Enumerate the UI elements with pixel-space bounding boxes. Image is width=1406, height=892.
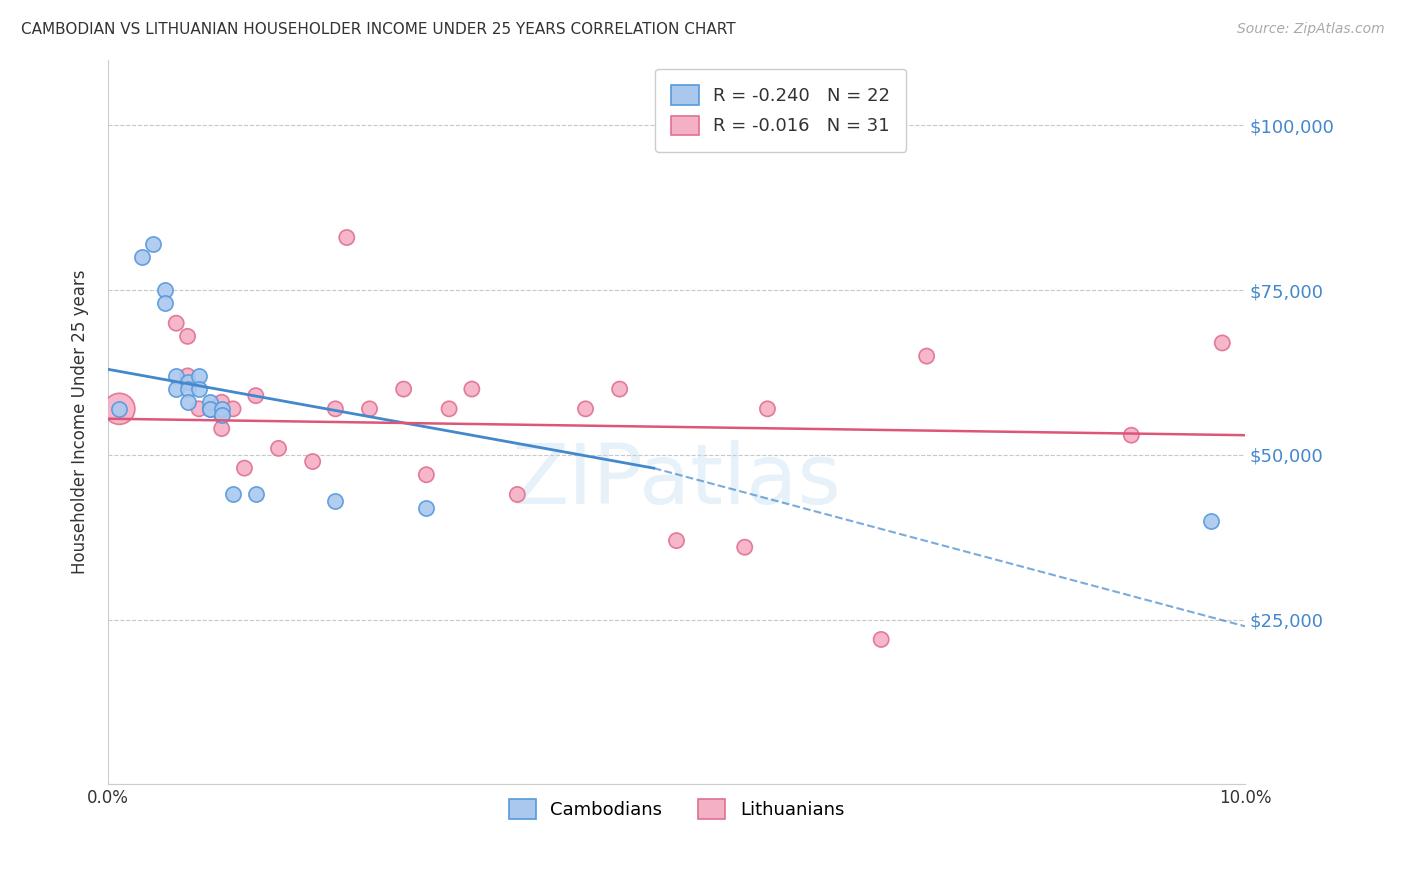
Point	[108, 401, 131, 416]
Point	[325, 494, 347, 508]
Point	[176, 329, 198, 343]
Point	[915, 349, 938, 363]
Y-axis label: Householder Income Under 25 years: Householder Income Under 25 years	[72, 269, 89, 574]
Point	[165, 382, 187, 396]
Point	[188, 382, 211, 396]
Point	[665, 533, 688, 548]
Point	[176, 368, 198, 383]
Point	[200, 395, 222, 409]
Point	[222, 401, 245, 416]
Point	[211, 395, 233, 409]
Point	[336, 230, 359, 244]
Point	[415, 467, 437, 482]
Point	[245, 389, 267, 403]
Point	[461, 382, 484, 396]
Legend: Cambodians, Lithuanians: Cambodians, Lithuanians	[502, 792, 852, 826]
Point	[222, 487, 245, 501]
Point	[176, 382, 198, 396]
Point	[211, 401, 233, 416]
Point	[609, 382, 631, 396]
Point	[211, 409, 233, 423]
Text: CAMBODIAN VS LITHUANIAN HOUSEHOLDER INCOME UNDER 25 YEARS CORRELATION CHART: CAMBODIAN VS LITHUANIAN HOUSEHOLDER INCO…	[21, 22, 735, 37]
Point	[301, 454, 323, 468]
Point	[131, 250, 153, 264]
Point	[245, 487, 267, 501]
Point	[188, 401, 211, 416]
Point	[233, 461, 256, 475]
Point	[165, 316, 187, 330]
Point	[176, 376, 198, 390]
Point	[188, 368, 211, 383]
Point	[200, 401, 222, 416]
Point	[153, 296, 176, 310]
Point	[1121, 428, 1143, 442]
Point	[1211, 335, 1233, 350]
Point	[200, 401, 222, 416]
Point	[211, 421, 233, 435]
Point	[574, 401, 596, 416]
Point	[756, 401, 779, 416]
Point	[153, 283, 176, 297]
Point	[359, 401, 381, 416]
Text: ZIPatlas: ZIPatlas	[512, 440, 841, 521]
Point	[165, 368, 187, 383]
Point	[734, 540, 756, 554]
Point	[267, 442, 290, 456]
Point	[392, 382, 415, 396]
Point	[211, 409, 233, 423]
Text: Source: ZipAtlas.com: Source: ZipAtlas.com	[1237, 22, 1385, 37]
Point	[200, 401, 222, 416]
Point	[108, 401, 131, 416]
Point	[325, 401, 347, 416]
Point	[176, 395, 198, 409]
Point	[870, 632, 893, 647]
Point	[506, 487, 529, 501]
Point	[142, 237, 165, 252]
Point	[415, 500, 437, 515]
Point	[437, 401, 460, 416]
Point	[1199, 514, 1222, 528]
